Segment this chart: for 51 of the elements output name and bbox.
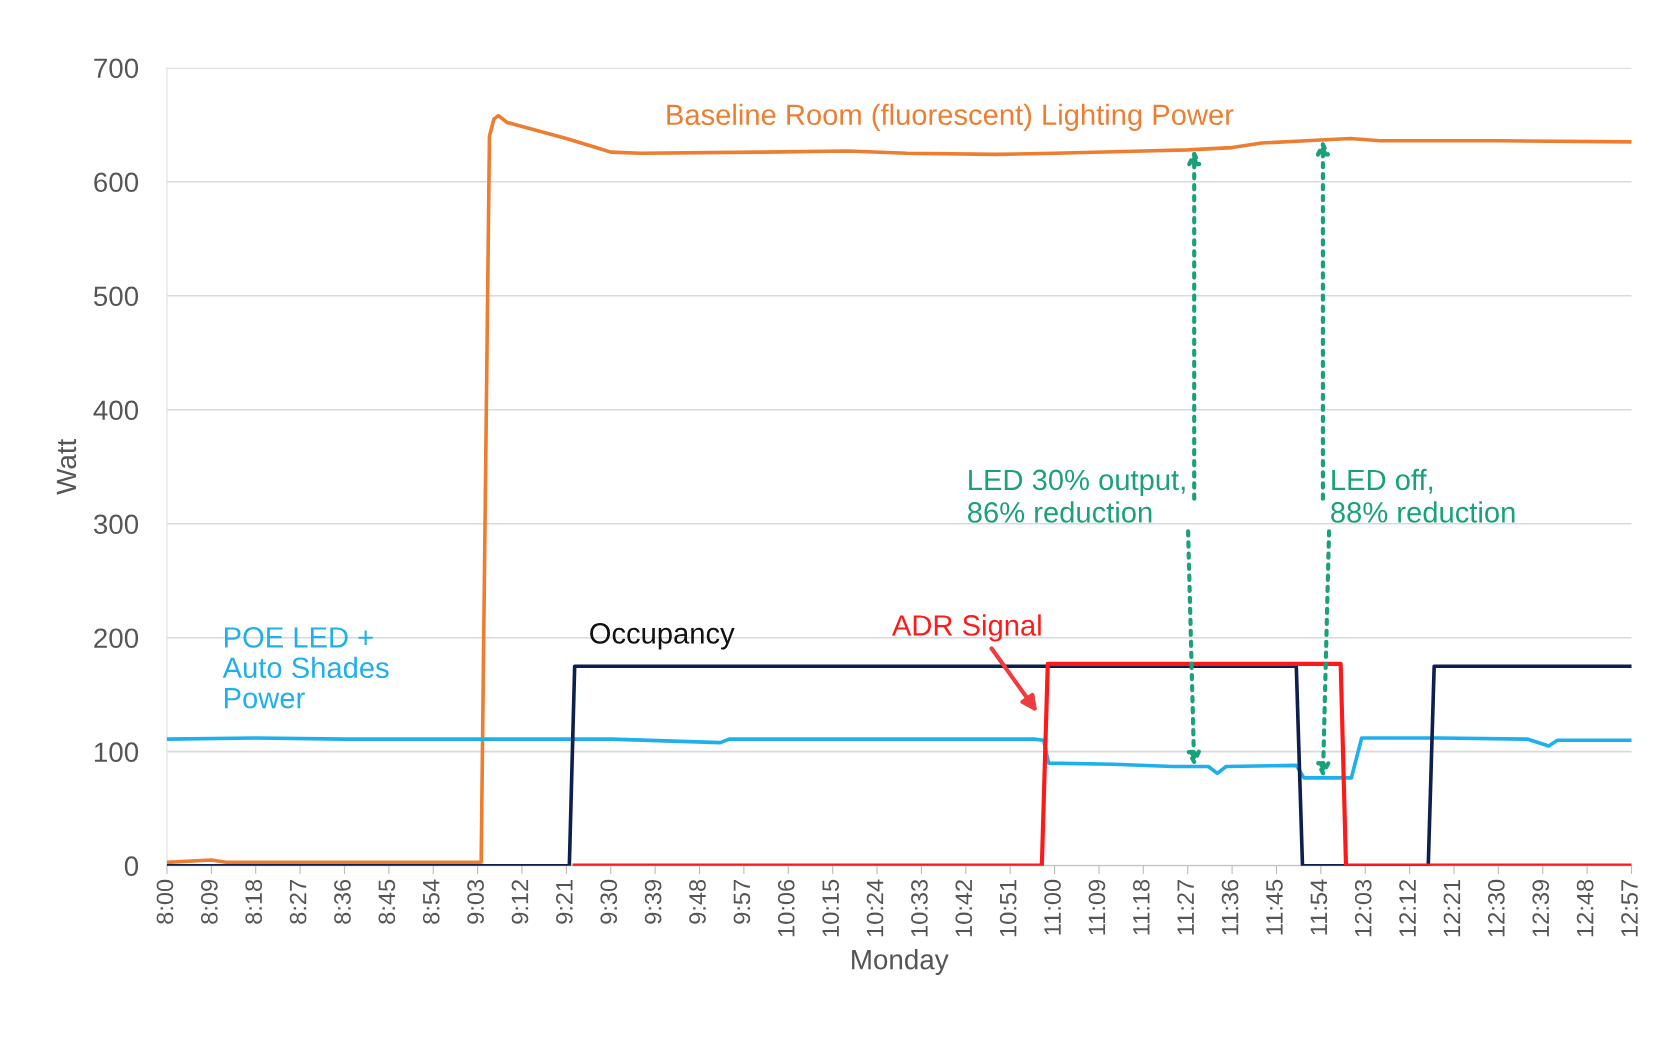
x-tick-label: 8:45 [378, 879, 396, 924]
x-tick-label: 11:54 [1310, 879, 1328, 935]
x-axis-title: Monday [852, 949, 949, 975]
x-tick-label: 12:30 [1487, 879, 1505, 937]
annotation: LED off, 88% reduction [1331, 468, 1515, 523]
x-tick-label: 10:42 [955, 880, 973, 937]
x-tick-label: 12:03 [1354, 879, 1372, 937]
x-tick-label: 9:30 [600, 879, 618, 924]
y-tick-label: 100 [94, 742, 139, 763]
x-tick-label: 12:21 [1443, 880, 1461, 937]
x-tick-label: 8:54 [422, 879, 440, 924]
line-series [166, 736, 1632, 780]
x-tick-label: 8:18 [245, 879, 263, 924]
annotation: LED 30% output, 86% reduction [968, 469, 1185, 523]
y-tick-label: 500 [93, 286, 139, 307]
x-tick-label: 10:51 [999, 880, 1017, 937]
x-tick-label: 11:00 [1044, 879, 1061, 935]
y-axis-title: Watt [56, 438, 77, 495]
x-tick-label: 12:39 [1532, 880, 1550, 937]
x-tick-label: 11:09 [1088, 880, 1106, 935]
x-tick-label: 10:24 [866, 879, 884, 937]
x-tick-label: 10:15 [822, 879, 839, 937]
x-tick-label: 9:03 [467, 879, 484, 924]
x-tick-label: 10:33 [911, 879, 928, 937]
y-tick-label: 200 [94, 628, 139, 649]
x-tick-label: 12:48 [1576, 879, 1594, 937]
x-tick-label: 9:12 [511, 880, 529, 924]
x-tick-label: 9:48 [689, 879, 706, 924]
x-tick-label: 11:27 [1177, 880, 1194, 935]
series-label: Baseline Room (fluorescent) Lighting Power [667, 103, 1234, 131]
y-tick-label: 300 [93, 514, 139, 535]
x-tick-label: 8:27 [289, 880, 307, 924]
series-label: ADR Signal [891, 614, 1041, 642]
series-label: Occupancy [590, 623, 735, 650]
x-tick-label: 10:06 [777, 879, 795, 937]
x-tick-label: 11:18 [1132, 879, 1150, 935]
x-tick-label: 9:57 [733, 880, 751, 924]
x-tick-label: 11:36 [1221, 879, 1239, 935]
x-tick-label: 8:09 [200, 880, 218, 924]
series-label: POE LED + Auto Shades Power [222, 627, 389, 709]
x-tick-label: 9:39 [644, 880, 662, 924]
x-tick-label: 12:12 [1399, 880, 1416, 937]
x-tick-label: 12:57 [1621, 880, 1638, 937]
x-tick-label: 11:45 [1266, 879, 1283, 935]
y-tick-label: 0 [124, 856, 139, 877]
y-tick-label: 600 [94, 172, 139, 193]
x-tick-label: 8:36 [334, 879, 351, 924]
y-tick-label: 400 [93, 400, 139, 421]
y-tick-label: 700 [94, 58, 139, 79]
x-tick-label: 9:21 [556, 880, 573, 924]
x-tick-label: 8:00 [156, 879, 174, 924]
